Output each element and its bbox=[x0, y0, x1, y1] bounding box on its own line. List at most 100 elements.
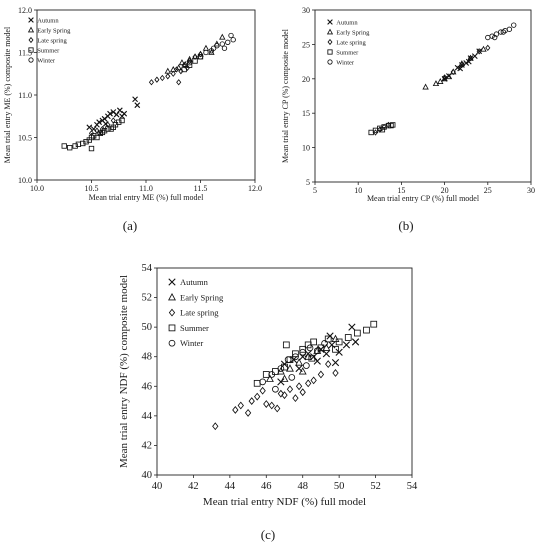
data-point-late-spring-a bbox=[173, 66, 180, 73]
data-point-summer-a bbox=[88, 145, 95, 152]
legend-marker-summer-a bbox=[28, 47, 34, 53]
data-point-autumn-c bbox=[289, 356, 298, 364]
legend-label-summer-c: Summer bbox=[180, 323, 209, 333]
plot-frame-c bbox=[156, 267, 413, 476]
data-point-summer-c bbox=[335, 338, 343, 346]
data-point-late-spring-c bbox=[277, 389, 285, 398]
data-point-early-spring-c bbox=[265, 374, 274, 382]
data-point-late-spring-a bbox=[181, 62, 187, 69]
legend-marker-late-spring-a bbox=[28, 36, 34, 44]
data-point-late-spring-b bbox=[372, 129, 379, 136]
x-tick-label-c: 52 bbox=[370, 481, 381, 492]
data-point-winter-c bbox=[321, 340, 328, 347]
x-tick-label-b: 5 bbox=[313, 186, 317, 195]
data-point-summer-b bbox=[379, 127, 386, 133]
data-point-late-spring-c bbox=[325, 360, 332, 369]
data-point-summer-c bbox=[332, 345, 339, 353]
data-point-late-spring-a bbox=[197, 51, 204, 58]
data-point-autumn-c bbox=[351, 338, 360, 346]
data-point-summer-c bbox=[282, 341, 290, 349]
data-point-summer-a bbox=[67, 145, 73, 151]
panel-c-label: (c) bbox=[261, 527, 275, 542]
data-point-summer-c bbox=[344, 334, 352, 341]
data-point-summer-c bbox=[354, 329, 361, 337]
data-point-late-spring-b bbox=[450, 68, 456, 76]
data-point-summer-a bbox=[105, 126, 111, 132]
data-point-summer-c bbox=[281, 363, 288, 371]
y-tick-label-c: 40 bbox=[142, 470, 153, 481]
legend-label-early-spring-b: Early Spring bbox=[336, 29, 370, 36]
data-point-late-spring-b bbox=[467, 54, 474, 62]
data-point-summer-c bbox=[286, 356, 294, 364]
panel-b-label: (b) bbox=[398, 218, 413, 233]
y-tick-label-c: 52 bbox=[142, 293, 153, 304]
data-point-late-spring-c bbox=[317, 370, 325, 379]
data-point-early-spring-c bbox=[295, 358, 304, 366]
legend-label-late-spring-b: Late spring bbox=[336, 39, 366, 46]
x-tick-label-b: 25 bbox=[484, 186, 492, 195]
data-point-summer-a bbox=[61, 143, 67, 149]
data-point-summer-c bbox=[310, 338, 317, 346]
data-point-early-spring-c bbox=[298, 367, 307, 375]
data-point-autumn-b bbox=[476, 48, 483, 55]
data-point-winter-c bbox=[288, 374, 296, 381]
data-point-summer-a bbox=[101, 128, 108, 134]
data-point-late-spring-c bbox=[232, 406, 239, 414]
legend-marker-summer-b bbox=[327, 49, 333, 55]
data-point-winter-b bbox=[485, 34, 491, 41]
y-tick-label-b: 25 bbox=[302, 40, 310, 49]
x-tick-label-b: 15 bbox=[397, 186, 405, 195]
data-point-late-spring-c bbox=[305, 379, 312, 388]
data-point-late-spring-c bbox=[295, 382, 303, 391]
panel-c-chart: 40 42 44 46 48 50 52 54 40 42 44 46 48 50 52 54 Mean tri… bbox=[118, 263, 418, 508]
legend-marker-autumn-b bbox=[327, 19, 333, 25]
data-point-winter-c bbox=[284, 356, 292, 364]
y-tick-label-c: 54 bbox=[142, 263, 153, 274]
data-point-winter-c bbox=[268, 371, 276, 378]
y-tick-label-c: 48 bbox=[142, 352, 153, 363]
legend-marker-winter-a bbox=[28, 57, 34, 63]
x-tick-label-c: 42 bbox=[188, 481, 199, 492]
legend-marker-late-spring-b bbox=[327, 38, 333, 46]
y-axis-label-b: Mean trial entry CP (%) composite model bbox=[281, 28, 290, 163]
data-point-winter-a bbox=[225, 39, 231, 45]
legend-label-winter-c: Winter bbox=[180, 338, 203, 348]
data-point-autumn-a bbox=[86, 124, 93, 131]
legend-marker-early-spring-b bbox=[326, 28, 334, 35]
y-tick-label-a: 10.0 bbox=[18, 176, 32, 185]
legend-label-winter-b: Winter bbox=[336, 59, 355, 66]
data-point-winter-a bbox=[203, 49, 209, 56]
data-point-autumn-a bbox=[113, 111, 120, 118]
y-tick-label-c: 44 bbox=[142, 411, 153, 422]
data-point-winter-c bbox=[313, 347, 321, 355]
data-point-late-spring-c bbox=[332, 369, 339, 377]
legend-label-summer-a: Summer bbox=[37, 47, 60, 54]
data-point-summer-a bbox=[72, 143, 78, 149]
x-tick-label-a: 11.5 bbox=[194, 184, 208, 193]
data-point-winter-a bbox=[221, 45, 228, 51]
data-point-late-spring-c bbox=[244, 408, 252, 417]
data-point-winter-c bbox=[272, 385, 279, 393]
data-point-winter-c bbox=[259, 378, 266, 386]
x-tick-label-a: 10.5 bbox=[85, 184, 99, 193]
data-point-summer-c bbox=[308, 354, 316, 362]
x-tick-label-a: 12.0 bbox=[248, 184, 262, 193]
data-point-early-spring-a bbox=[164, 67, 172, 74]
data-point-late-spring-b bbox=[476, 48, 482, 55]
data-point-late-spring-c bbox=[248, 397, 255, 406]
data-point-late-spring-c bbox=[268, 401, 275, 410]
data-point-summer-c bbox=[324, 335, 332, 343]
y-tick-label-a: 11.5 bbox=[18, 49, 32, 58]
data-point-autumn-b bbox=[471, 53, 478, 59]
data-point-autumn-a bbox=[107, 110, 113, 117]
data-point-summer-a bbox=[119, 117, 125, 124]
legend-marker-winter-b bbox=[327, 59, 333, 65]
y-tick-label-b: 15 bbox=[302, 109, 310, 118]
y-tick-label-b: 30 bbox=[302, 6, 310, 15]
data-point-winter-c bbox=[306, 344, 314, 352]
data-point-summer-c bbox=[370, 320, 378, 328]
data-point-late-spring-c bbox=[237, 401, 244, 410]
data-point-autumn-a bbox=[96, 119, 103, 126]
legend-marker-winter-c bbox=[168, 339, 176, 347]
